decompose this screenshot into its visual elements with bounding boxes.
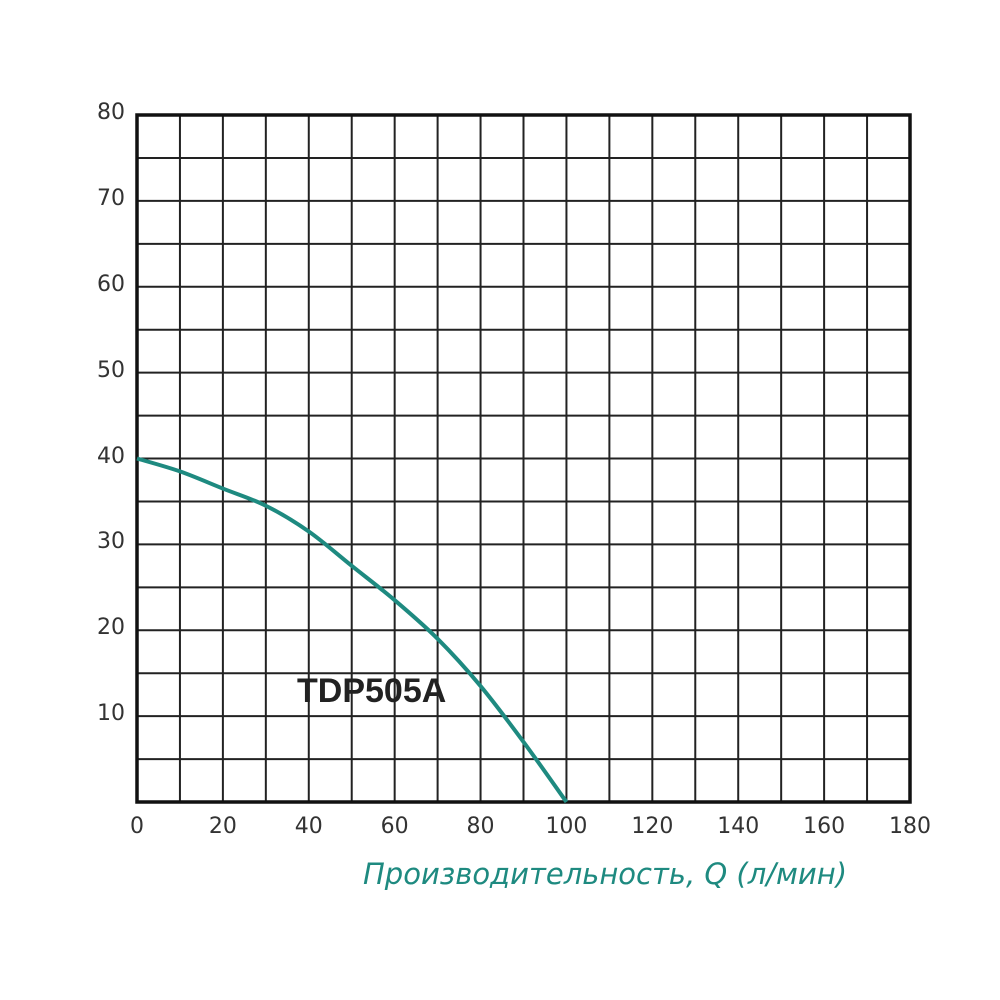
x-tick-label: 180: [889, 814, 931, 839]
y-tick-label: 10: [97, 701, 125, 727]
x-tick-label: 80: [466, 814, 495, 839]
y-tick-label: 80: [97, 100, 125, 125]
x-tick-label: 120: [631, 814, 674, 839]
x-tick-label: 60: [380, 814, 409, 839]
x-tick-label: 40: [294, 814, 323, 839]
x-tick-label: 140: [717, 814, 760, 839]
y-tick-label: 30: [97, 529, 125, 555]
performance-curve: [136, 456, 569, 804]
x-tick-label: 160: [803, 814, 846, 839]
y-tick-label: 70: [97, 185, 125, 211]
y-tick-label: 40: [97, 443, 125, 469]
x-axis-label: Производительность, Q (л/мин): [363, 857, 848, 891]
x-tick-label: 20: [208, 814, 237, 839]
y-tick-label: 60: [97, 271, 125, 297]
y-tick-label: 50: [97, 357, 125, 383]
y-tick-label: 20: [97, 615, 125, 641]
model-annotation: TDP505A: [297, 672, 447, 710]
x-tick-label: 0: [130, 814, 144, 839]
x-tick-label: 100: [545, 814, 588, 839]
